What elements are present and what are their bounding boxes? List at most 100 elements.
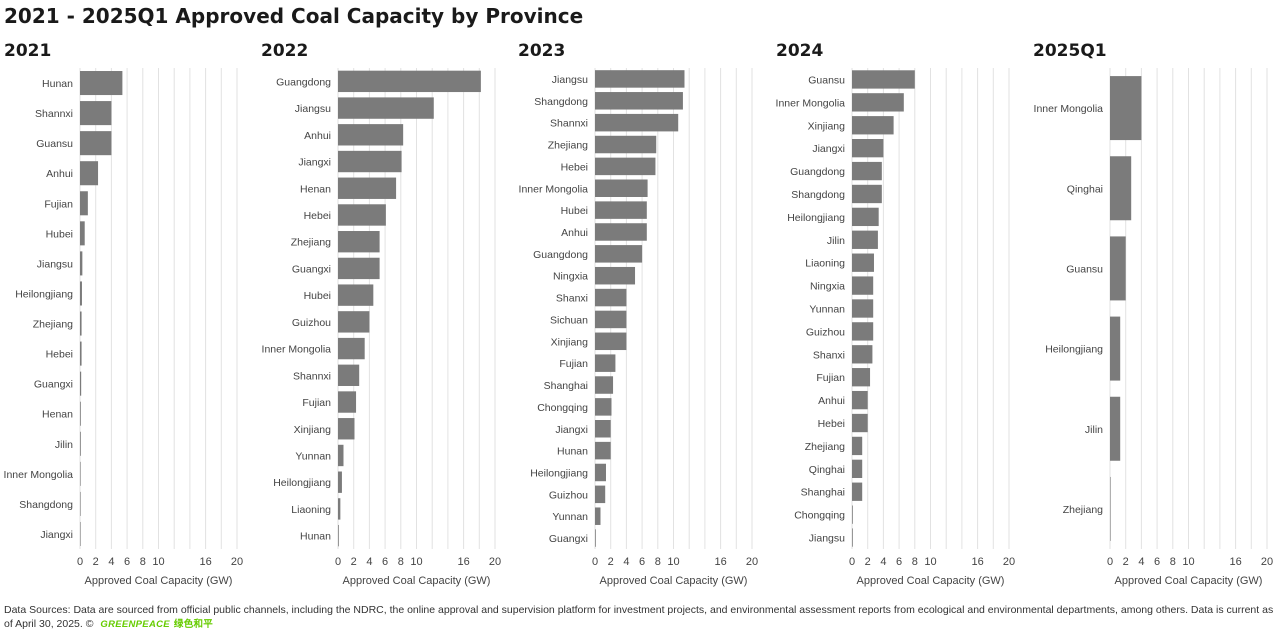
- category-label: Chongqing: [537, 402, 588, 414]
- bar: [338, 150, 402, 173]
- bar: [80, 461, 81, 486]
- bar: [852, 459, 863, 478]
- category-label: Guizhou: [549, 489, 588, 501]
- charts-area: 2021 Hunan Shannxi Guansu Anhui Fujian Hubei Ji…: [4, 41, 1274, 587]
- category-label: Xinjiang: [551, 336, 589, 348]
- category-label: Hebei: [304, 210, 331, 222]
- bar: [595, 288, 627, 307]
- category-label: Jiangxi: [40, 529, 73, 541]
- category-label: Shannxi: [550, 118, 588, 130]
- bar: [80, 311, 82, 336]
- category-label: Liaoning: [805, 258, 845, 270]
- category-label: Fujian: [559, 358, 588, 370]
- tick-label: 0: [849, 556, 855, 568]
- category-label: Fujian: [44, 198, 73, 210]
- bar: [1110, 316, 1121, 381]
- bar: [338, 97, 434, 119]
- category-label: Hubei: [46, 228, 73, 240]
- category-label: Shanghai: [544, 380, 588, 392]
- category-label: Hunan: [557, 446, 588, 458]
- tick-label: 4: [880, 556, 886, 568]
- category-label: Guangdong: [276, 76, 331, 88]
- bar: [852, 390, 868, 410]
- bar: [852, 93, 904, 112]
- category-label: Inner Mongolia: [1034, 103, 1104, 115]
- bar: [595, 179, 648, 197]
- bar: [595, 201, 647, 219]
- category-label: Jiangsu: [552, 74, 588, 86]
- category-label: Shangdong: [791, 189, 845, 201]
- category-label: Heilongjiang: [1045, 344, 1103, 356]
- category-label: Inner Mongolia: [262, 344, 332, 356]
- bar: [595, 266, 636, 285]
- category-label: Guizhou: [292, 317, 331, 329]
- tick-label: 6: [382, 556, 388, 568]
- category-label: Jiangsu: [37, 258, 73, 270]
- bar: [852, 139, 884, 158]
- category-label: Inner Mongolia: [519, 183, 589, 195]
- x-axis-title: Approved Coal Capacity (GW): [600, 575, 748, 587]
- bar: [1110, 476, 1111, 541]
- category-label: Shangdong: [19, 499, 73, 511]
- bar: [1110, 236, 1126, 301]
- tick-label: 16: [199, 556, 211, 568]
- category-label: Hebei: [46, 349, 73, 361]
- bar: [595, 135, 657, 154]
- chart-panel-2025q1: 2025Q1 Inner Mongolia Qinghai Guansu Heilong…: [1033, 41, 1273, 587]
- category-label: Jilin: [55, 439, 73, 451]
- bar: [80, 491, 81, 516]
- bar: [852, 184, 882, 204]
- tick-label: 0: [592, 556, 598, 568]
- panel-title: 2021: [4, 41, 51, 61]
- bar: [852, 161, 882, 181]
- tick-label: 6: [124, 556, 130, 568]
- bar: [595, 70, 685, 88]
- bar: [338, 364, 360, 386]
- tick-label: 2: [93, 556, 99, 568]
- category-label: Anhui: [304, 130, 331, 142]
- bar: [338, 444, 344, 467]
- panel-title: 2023: [518, 41, 565, 61]
- bar: [852, 413, 868, 433]
- x-axis-title: Approved Coal Capacity (GW): [85, 575, 233, 587]
- bar: [595, 463, 606, 482]
- category-label: Zhejiang: [291, 237, 331, 249]
- tick-label: 8: [912, 556, 918, 568]
- category-label: Guangxi: [292, 263, 331, 275]
- category-label: Jiangxi: [812, 143, 845, 155]
- bar: [338, 70, 481, 93]
- category-label: Jilin: [1085, 424, 1103, 436]
- category-label: Zhejiang: [805, 441, 845, 453]
- bar: [80, 281, 82, 306]
- category-label: Shanxi: [813, 349, 845, 361]
- category-label: Inner Mongolia: [776, 97, 846, 109]
- bar: [80, 521, 81, 546]
- tick-label: 10: [667, 556, 679, 568]
- bar: [338, 177, 397, 199]
- category-label: Jiangsu: [295, 103, 331, 115]
- category-label: Yunnan: [552, 511, 588, 523]
- category-label: Xinjiang: [808, 120, 846, 132]
- category-label: Hebei: [561, 161, 588, 173]
- tick-label: 20: [1003, 556, 1015, 568]
- bar: [852, 230, 878, 249]
- category-label: Heilongjiang: [273, 477, 331, 489]
- x-axis-title: Approved Coal Capacity (GW): [343, 575, 491, 587]
- category-label: Guangxi: [549, 533, 588, 545]
- category-label: Hebei: [818, 418, 845, 430]
- tick-label: 10: [152, 556, 164, 568]
- bar: [852, 322, 874, 341]
- category-label: Guansu: [36, 138, 73, 150]
- tick-label: 2: [608, 556, 614, 568]
- bar: [595, 113, 679, 132]
- tick-label: 20: [746, 556, 758, 568]
- bar: [852, 482, 863, 501]
- bar: [338, 204, 386, 226]
- x-axis-title: Approved Coal Capacity (GW): [1115, 575, 1263, 587]
- tick-label: 4: [108, 556, 114, 568]
- bar: [338, 311, 370, 333]
- bar: [852, 368, 871, 387]
- tick-label: 8: [398, 556, 404, 568]
- category-label: Shanghai: [801, 487, 845, 499]
